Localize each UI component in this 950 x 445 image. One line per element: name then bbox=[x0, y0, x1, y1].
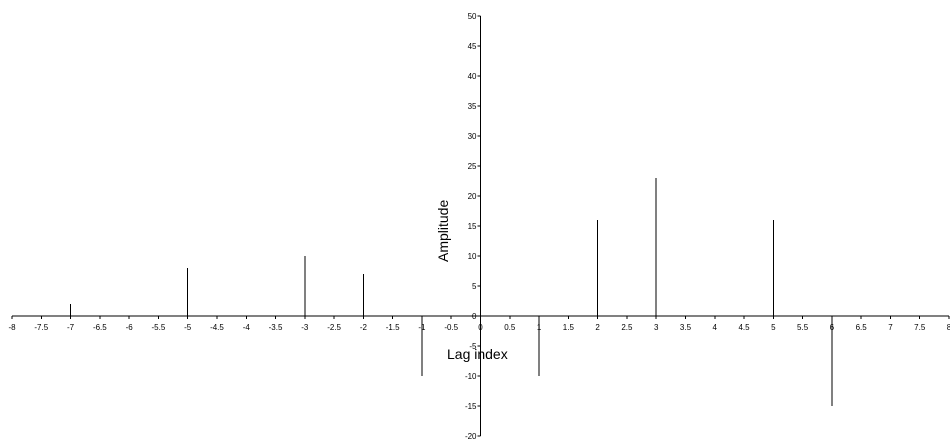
x-tick-label: -2.5 bbox=[327, 323, 341, 332]
y-tick-label: 15 bbox=[468, 222, 477, 231]
x-tick-label: 2 bbox=[595, 323, 600, 332]
x-tick-label: -1.5 bbox=[386, 323, 400, 332]
x-tick-label: 3.5 bbox=[680, 323, 692, 332]
x-tick-label: 7.5 bbox=[914, 323, 926, 332]
y-tick-label: -20 bbox=[465, 432, 477, 441]
x-tick-label: -5.5 bbox=[152, 323, 166, 332]
x-tick-label: 4.5 bbox=[738, 323, 750, 332]
x-tick-label: 6 bbox=[830, 323, 835, 332]
x-tick-label: 8 bbox=[947, 323, 950, 332]
x-tick-label: -3.5 bbox=[269, 323, 283, 332]
x-tick-label: -7 bbox=[67, 323, 75, 332]
y-tick-label: 5 bbox=[472, 282, 477, 291]
x-tick-label: 5 bbox=[771, 323, 776, 332]
x-tick-label: -0.5 bbox=[444, 323, 458, 332]
axes bbox=[11, 15, 950, 437]
x-axis-title: Lag index bbox=[447, 346, 508, 362]
x-tick-label: -4.5 bbox=[210, 323, 224, 332]
y-tick-label: 20 bbox=[468, 192, 477, 201]
x-tick-label: -8 bbox=[8, 323, 16, 332]
x-tick-label: -5 bbox=[184, 323, 192, 332]
x-tick-label: -7.5 bbox=[34, 323, 48, 332]
x-tick-label: -4 bbox=[243, 323, 251, 332]
y-tick-label: 30 bbox=[468, 132, 477, 141]
x-tick-label: -2 bbox=[360, 323, 368, 332]
x-tick-label: 4 bbox=[713, 323, 718, 332]
x-tick-label: -1 bbox=[418, 323, 426, 332]
x-tick-label: 6.5 bbox=[856, 323, 868, 332]
x-tick-label: 0 bbox=[478, 323, 483, 332]
y-axis-title: Amplitude bbox=[435, 200, 451, 262]
x-tick-label: 3 bbox=[654, 323, 659, 332]
x-tick-label: 1 bbox=[537, 323, 542, 332]
y-tick-labels: -20 -15 -10 -5 0 5 10 15 20 25 30 35 40 45 50 bbox=[465, 12, 477, 441]
x-tick-label: 0.5 bbox=[504, 323, 516, 332]
x-tick-label: -6.5 bbox=[93, 323, 107, 332]
y-tick-label: 10 bbox=[468, 252, 477, 261]
y-tick-label: -15 bbox=[465, 402, 477, 411]
x-tick-label: -6 bbox=[126, 323, 134, 332]
y-tick-label: 35 bbox=[468, 102, 477, 111]
y-tick-label: -10 bbox=[465, 372, 477, 381]
x-tick-label: 5.5 bbox=[797, 323, 809, 332]
y-tick-label: 25 bbox=[468, 162, 477, 171]
x-tick-label: 2.5 bbox=[621, 323, 633, 332]
x-tick-labels: -8 -7.5 -7 -6.5 -6 -5.5 -5 -4.5 -4 -3.5 -3 -2.5 -2 -1… bbox=[8, 323, 950, 332]
y-tick-label: 40 bbox=[468, 72, 477, 81]
stem-series bbox=[70, 178, 833, 406]
y-tick-label: -5 bbox=[469, 342, 477, 351]
x-tick-label: 1.5 bbox=[563, 323, 575, 332]
x-tick-label: -3 bbox=[301, 323, 309, 332]
y-tick-label: 50 bbox=[468, 12, 477, 21]
y-tick-label: 0 bbox=[472, 312, 477, 321]
x-tick-label: 7 bbox=[888, 323, 893, 332]
y-tick-label: 45 bbox=[468, 42, 477, 51]
